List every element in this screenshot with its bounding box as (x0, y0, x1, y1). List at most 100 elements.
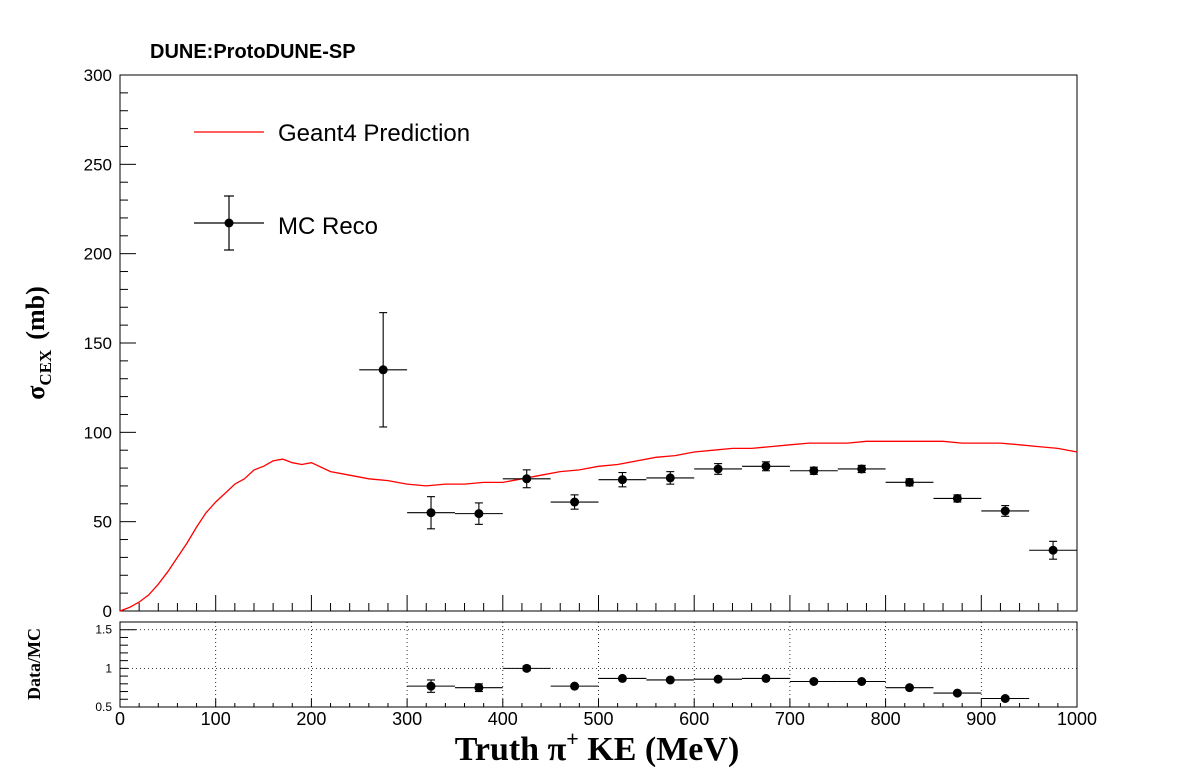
data-marker (570, 681, 580, 691)
data-marker (426, 681, 436, 691)
x-tick-label: 400 (488, 709, 518, 729)
ratio-y-tick-label: 1.5 (95, 623, 112, 637)
ratio-point (502, 663, 551, 673)
data-marker (713, 674, 723, 684)
ratio-y-tick-label: 0.5 (95, 700, 112, 714)
data-marker (905, 683, 915, 693)
measurement-point (598, 471, 647, 488)
data-marker (665, 473, 675, 483)
data-marker (761, 673, 771, 683)
x-tick-labels: 0 100 200 300 400 500 600 700 800 900 1000 (115, 709, 1097, 729)
x-tick-label: 600 (679, 709, 709, 729)
main-axis-ticks (119, 74, 1078, 612)
measurement-point (1029, 540, 1077, 560)
ratio-point (454, 683, 503, 693)
measurement-point (359, 312, 408, 428)
svg-text:σCEX(mb): σCEX (mb) (21, 286, 55, 400)
x-tick-label: 0 (115, 709, 125, 729)
ratio-y-tick-label: 1 (105, 661, 112, 675)
measurement-point (933, 493, 982, 503)
data-marker (617, 673, 627, 683)
ratio-point (742, 673, 790, 683)
data-marker (665, 675, 675, 685)
ratio-point (789, 677, 838, 686)
data-marker (761, 461, 771, 471)
measurement-point (789, 466, 838, 476)
measurement-point (885, 477, 934, 487)
measurement-series (359, 312, 1077, 560)
x-tick-label: 700 (775, 709, 805, 729)
main-y-axis-title: σCEX (mb) (21, 286, 55, 400)
data-marker (809, 466, 819, 476)
data-marker (1000, 694, 1010, 703)
x-axis-title: Truth π+ KE (MeV) (455, 726, 740, 768)
measurement-point (837, 464, 886, 474)
data-marker (474, 683, 484, 693)
data-marker (522, 663, 532, 673)
y-tick-label: 200 (84, 245, 112, 264)
data-marker (522, 474, 532, 484)
x-tick-label: 900 (966, 709, 996, 729)
data-marker (474, 509, 484, 519)
x-tick-label: 200 (296, 709, 326, 729)
experiment-label: DUNE:ProtoDUNE-SP (150, 41, 356, 63)
main-y-tick-labels: 0 50 100 150 200 250 300 (84, 66, 112, 621)
data-marker (809, 677, 819, 686)
measurement-point (454, 502, 503, 525)
prediction-curve (119, 440, 1078, 612)
ratio-point (646, 675, 695, 685)
ratio-y-axis-title: Data/MC (24, 628, 44, 700)
x-axis-title-sup: + (566, 726, 579, 751)
measurement-point (742, 461, 790, 472)
ratio-axis-ticks (119, 621, 1078, 708)
y-axis-symbol: σ (21, 386, 50, 400)
measurement-point (646, 471, 695, 485)
legend-measurement-swatch (194, 195, 264, 251)
ratio-point (933, 688, 982, 698)
ratio-point (981, 694, 1030, 703)
measurement-point (981, 505, 1030, 517)
data-marker (426, 508, 436, 518)
y-tick-label: 300 (84, 66, 112, 85)
ratio-series (407, 663, 1030, 703)
x-axis-title-prefix: Truth π (455, 731, 567, 768)
data-marker (570, 497, 580, 507)
y-tick-label: 250 (84, 155, 112, 174)
data-marker (1000, 506, 1010, 516)
prediction-series (119, 440, 1078, 612)
y-tick-label: 100 (84, 423, 112, 442)
ratio-point (837, 677, 886, 686)
data-marker (905, 477, 915, 487)
measurement-point (550, 494, 599, 510)
ratio-plot-panel: 0.5 1 1.5 0 100 200 300 400 500 600 700 800 900 1000… (24, 621, 1097, 768)
x-tick-label: 300 (392, 709, 422, 729)
x-tick-label: 500 (583, 709, 613, 729)
y-tick-label: 50 (93, 513, 112, 532)
x-axis-title-suffix: KE (MeV) (579, 731, 740, 768)
legend: Geant4 Prediction MC Reco (194, 120, 470, 251)
measurement-point (694, 463, 743, 475)
y-axis-unit: (mb) (21, 286, 50, 339)
x-tick-label: 100 (201, 709, 231, 729)
data-marker (952, 493, 962, 503)
ratio-point (885, 683, 934, 693)
y-tick-label: 150 (84, 334, 112, 353)
data-marker (952, 688, 962, 698)
legend-prediction-label: Geant4 Prediction (278, 120, 470, 147)
x-tick-label: 800 (871, 709, 901, 729)
ratio-point (694, 674, 743, 684)
ratio-point (598, 673, 647, 683)
main-plot-frame (119, 74, 1078, 612)
ratio-point (407, 679, 455, 693)
data-marker (378, 365, 388, 375)
y-tick-label: 0 (103, 602, 112, 621)
legend-measurement-label: MC Reco (278, 213, 378, 240)
x-tick-label: 1000 (1057, 709, 1097, 729)
data-marker (857, 677, 867, 686)
measurement-point (407, 496, 455, 530)
ratio-point (550, 681, 599, 691)
ratio-y-tick-labels: 0.5 1 1.5 (95, 623, 112, 714)
data-marker (857, 464, 867, 474)
data-marker (713, 464, 723, 474)
